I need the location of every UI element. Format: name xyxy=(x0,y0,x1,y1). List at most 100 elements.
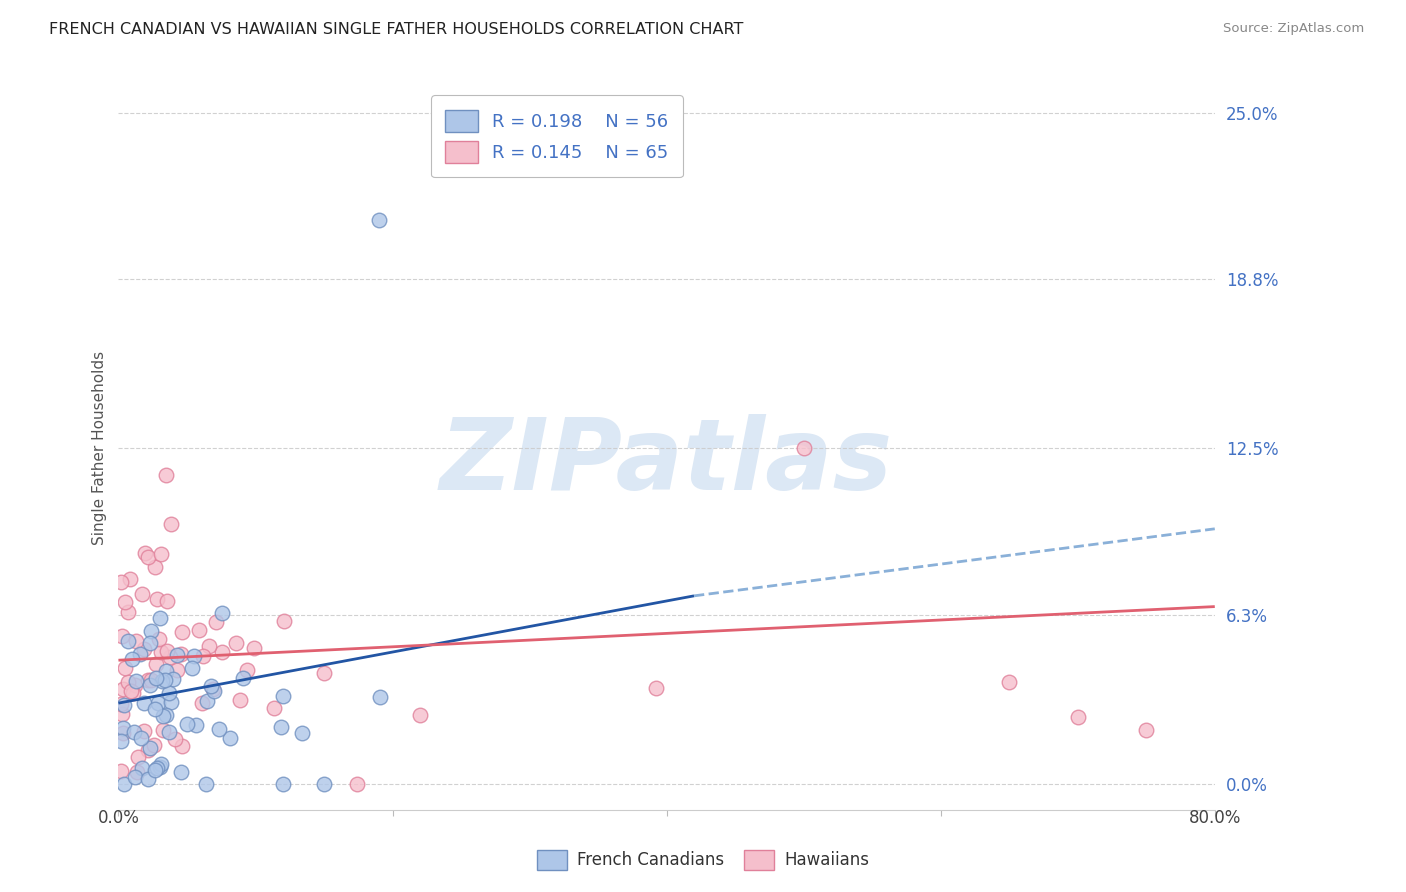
Point xyxy=(368,690,391,705)
Point xyxy=(134,546,156,560)
Point xyxy=(170,625,193,640)
Point xyxy=(271,776,294,790)
Point xyxy=(273,614,295,628)
Point xyxy=(125,674,148,689)
Point xyxy=(112,721,135,735)
Point xyxy=(149,757,172,772)
Point xyxy=(157,685,180,699)
Point xyxy=(131,586,153,600)
Point xyxy=(117,605,139,619)
Legend: French Canadians, Hawaiians: French Canadians, Hawaiians xyxy=(530,843,876,877)
Point xyxy=(166,648,188,662)
Point xyxy=(170,764,193,779)
Point xyxy=(200,679,222,693)
Text: 0.0%: 0.0% xyxy=(97,808,139,827)
Point xyxy=(242,641,264,656)
Point xyxy=(176,717,198,731)
Point xyxy=(143,701,166,715)
Point xyxy=(112,681,135,696)
Point xyxy=(170,739,193,754)
Point xyxy=(146,696,169,710)
Point xyxy=(150,674,173,689)
Point xyxy=(149,645,172,659)
Point xyxy=(194,776,217,790)
Text: 80.0%: 80.0% xyxy=(1188,808,1241,827)
Point xyxy=(110,734,132,748)
Point xyxy=(187,624,209,638)
Point xyxy=(1135,723,1157,737)
Point xyxy=(367,213,389,227)
Point xyxy=(166,663,188,677)
Point xyxy=(141,624,163,639)
Point xyxy=(197,639,219,653)
Point xyxy=(793,442,815,456)
Point xyxy=(191,648,214,663)
Point xyxy=(183,648,205,663)
Point xyxy=(152,723,174,737)
Point xyxy=(225,636,247,650)
Point xyxy=(122,686,145,700)
Point xyxy=(211,645,233,659)
Point xyxy=(117,674,139,689)
Point xyxy=(159,649,181,664)
Point xyxy=(153,673,176,687)
Point xyxy=(155,468,177,483)
Point xyxy=(114,595,136,609)
Point xyxy=(346,776,368,790)
Text: FRENCH CANADIAN VS HAWAIIAN SINGLE FATHER HOUSEHOLDS CORRELATION CHART: FRENCH CANADIAN VS HAWAIIAN SINGLE FATHE… xyxy=(49,22,744,37)
Point xyxy=(136,772,159,787)
Point xyxy=(165,732,187,747)
Point xyxy=(143,559,166,574)
Point xyxy=(111,629,134,643)
Point xyxy=(162,672,184,686)
Point xyxy=(152,709,174,723)
Point xyxy=(134,696,156,710)
Point xyxy=(127,750,149,764)
Point xyxy=(263,701,285,715)
Point xyxy=(139,678,162,692)
Point xyxy=(145,671,167,685)
Point xyxy=(271,689,294,703)
Point xyxy=(211,606,233,620)
Point xyxy=(110,574,132,589)
Point xyxy=(110,764,132,778)
Point xyxy=(124,678,146,692)
Point xyxy=(205,615,228,629)
Point xyxy=(145,657,167,671)
Point xyxy=(125,765,148,780)
Point xyxy=(312,666,335,681)
Text: Source: ZipAtlas.com: Source: ZipAtlas.com xyxy=(1223,22,1364,36)
Point xyxy=(138,740,160,755)
Point xyxy=(134,723,156,738)
Point xyxy=(122,725,145,739)
Point xyxy=(202,684,225,698)
Point xyxy=(191,696,214,710)
Point xyxy=(111,706,134,721)
Point xyxy=(125,633,148,648)
Point xyxy=(150,547,173,561)
Point xyxy=(120,684,142,698)
Point xyxy=(156,594,179,608)
Point xyxy=(145,761,167,775)
Point xyxy=(202,682,225,697)
Point xyxy=(110,697,132,711)
Point xyxy=(120,572,142,586)
Point xyxy=(236,663,259,677)
Point xyxy=(180,661,202,675)
Point xyxy=(132,642,155,657)
Point xyxy=(149,611,172,625)
Point xyxy=(128,648,150,662)
Point xyxy=(1067,709,1090,723)
Point xyxy=(291,726,314,740)
Point xyxy=(121,652,143,666)
Point xyxy=(117,634,139,648)
Point xyxy=(136,743,159,757)
Legend: R = 0.198    N = 56, R = 0.145    N = 65: R = 0.198 N = 56, R = 0.145 N = 65 xyxy=(430,95,683,178)
Point xyxy=(160,695,183,709)
Point xyxy=(195,694,218,708)
Y-axis label: Single Father Households: Single Father Households xyxy=(93,351,107,545)
Point xyxy=(228,693,250,707)
Point xyxy=(186,718,208,732)
Text: ZIPatlas: ZIPatlas xyxy=(440,415,893,511)
Point xyxy=(169,648,191,662)
